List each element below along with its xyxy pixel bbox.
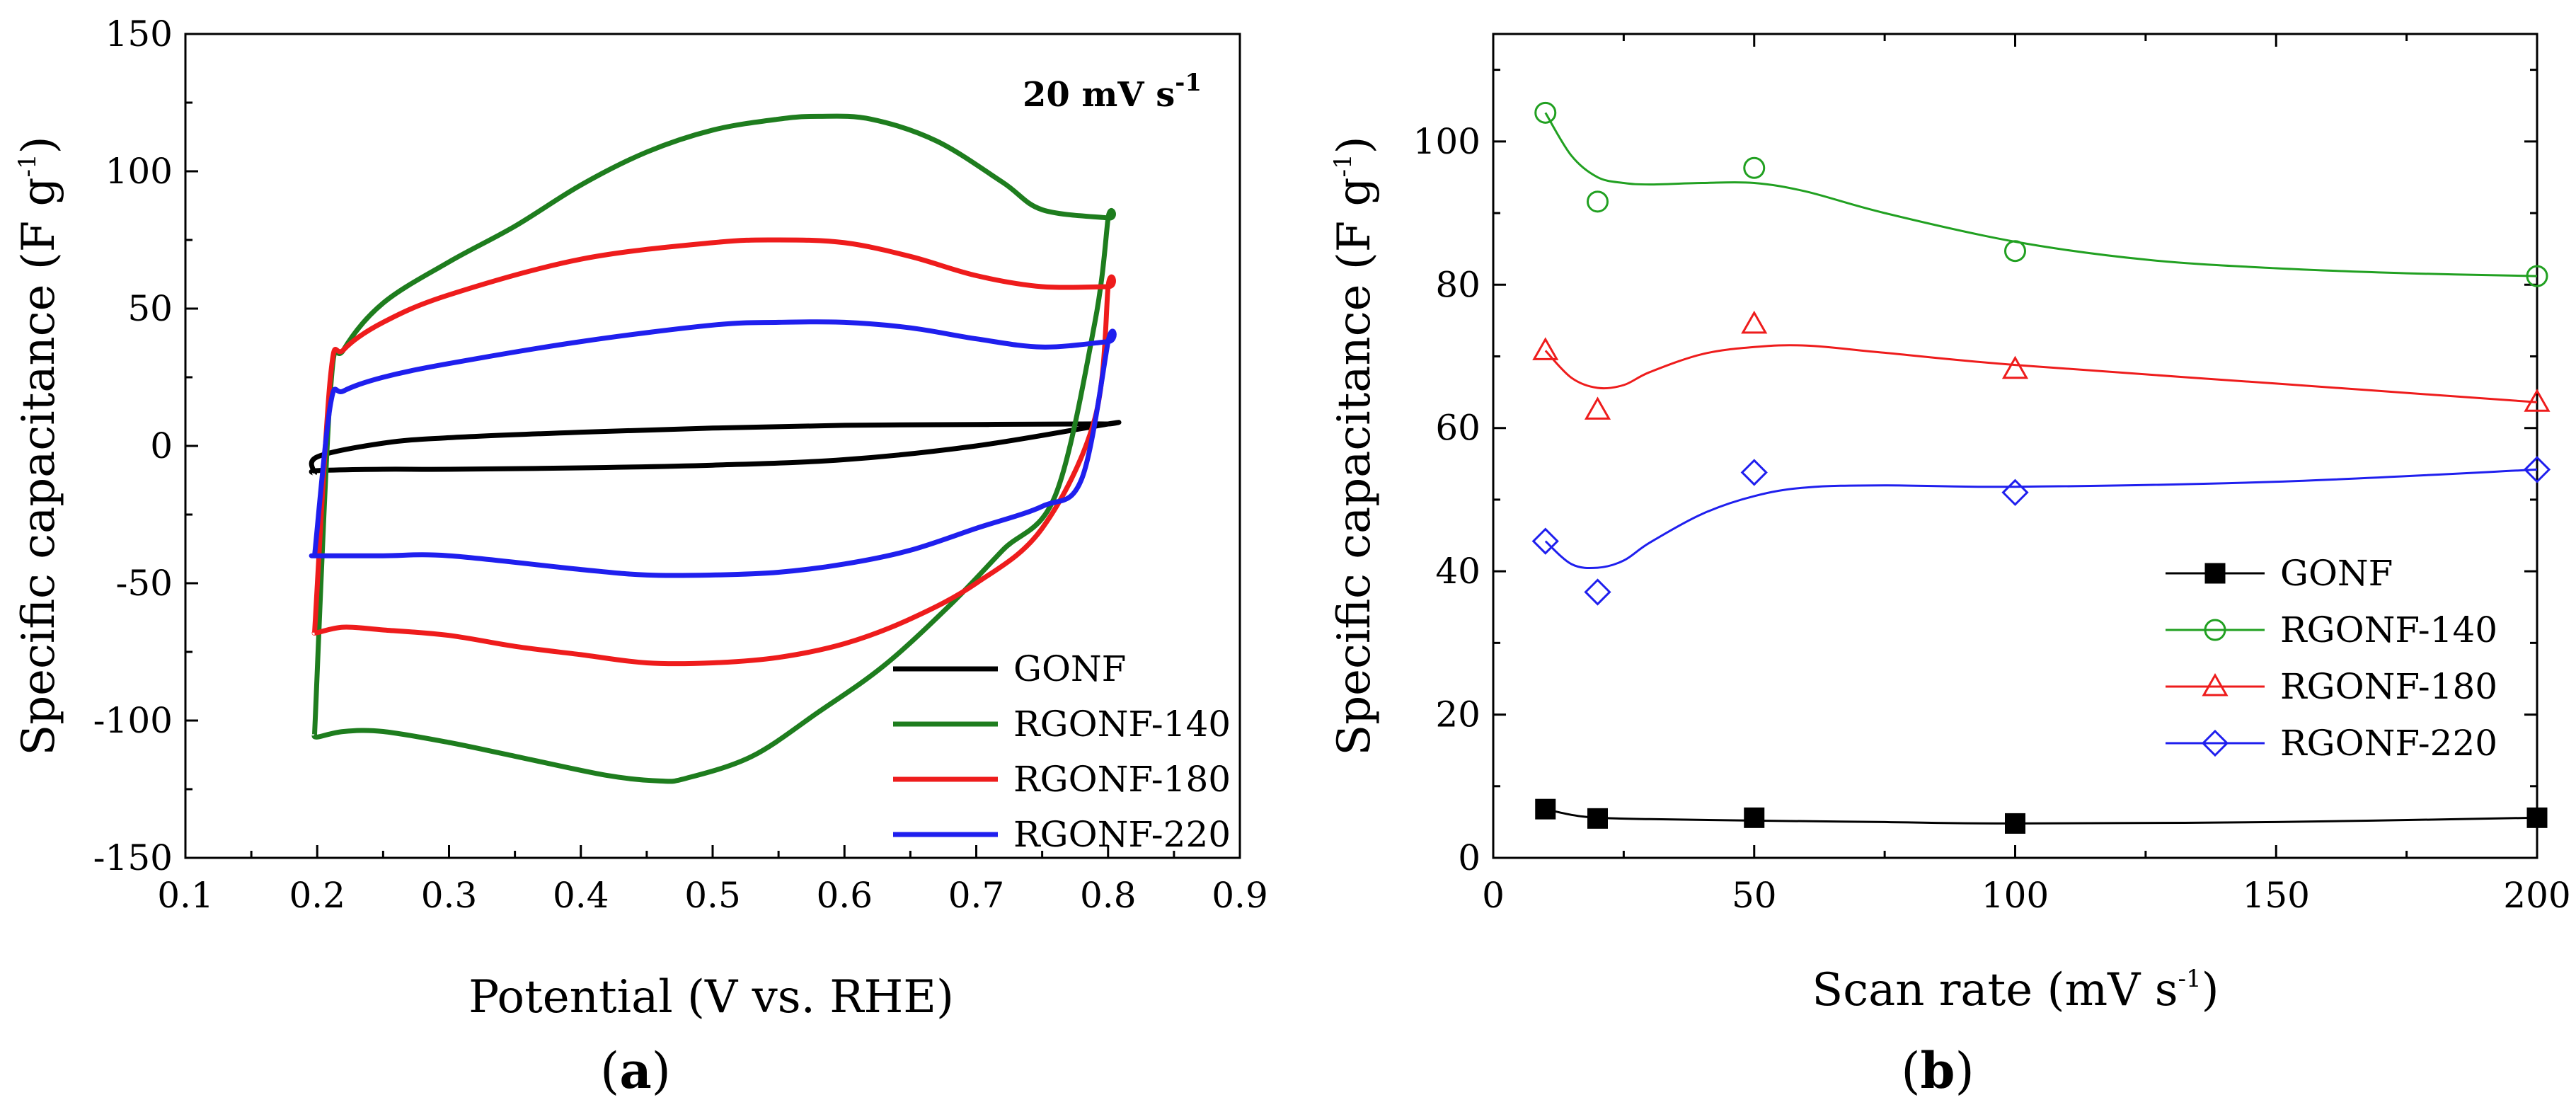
panel-b-legend-marker-gonf [2204, 563, 2226, 584]
panel-a-caption: (a) [600, 1041, 671, 1100]
panel-b-legend-marker-rgonf-220 [2201, 729, 2229, 757]
panel-b-point-rgonf-180 [1741, 310, 1768, 334]
panel-b-point-gonf [1744, 807, 1765, 828]
panel-a-x-tick-label: 0.4 [553, 875, 609, 916]
panel-b-point-gonf [1535, 798, 1556, 820]
panel-b-legend-label-gonf: GONF [2280, 553, 2393, 594]
panel-b-y-axis-label: Specific capacitance (F g-1) [1328, 136, 1381, 755]
panel-b-y-tick-label: 80 [1435, 264, 1480, 305]
panel-b-y-tick-label: 40 [1435, 551, 1480, 592]
panel-a-x-tick-label: 0.5 [684, 875, 741, 916]
panel-b-point-rgonf-180 [2001, 355, 2029, 379]
panel-b-x-tick-label: 100 [1982, 875, 2049, 916]
panel-a-series [309, 113, 1122, 784]
panel-a-legend-label-gonf: GONF [1013, 648, 1126, 689]
panel-a-y-tick-label: 150 [105, 13, 173, 55]
panel-b-x-axis-label: Scan rate (mV s-1) [1812, 964, 2219, 1016]
panel-b-point-gonf [2526, 807, 2548, 828]
panel-b-point-rgonf-140 [2526, 265, 2548, 287]
panel-b-point-rgonf-220 [2001, 478, 2029, 506]
panel-b-y-tick-label: 20 [1435, 694, 1480, 735]
panel-b-x-tick-label: 200 [2503, 875, 2570, 916]
panel-a-series-line-rgonf-140 [311, 113, 1116, 784]
panel-b-y-tick-label: 60 [1435, 408, 1480, 449]
panel-b-point-rgonf-140 [1534, 101, 1557, 124]
panel-a-x-axis-label: Potential (V vs. RHE) [468, 971, 954, 1023]
panel-a-y-tick-label: -100 [93, 700, 173, 741]
panel-b-x-tick-label: 150 [2243, 875, 2310, 916]
panel-b-fit-line-rgonf-220 [1544, 468, 2538, 570]
panel-b-x-tick-label: 50 [1732, 875, 1777, 916]
panel-b-y-tick-label: 100 [1413, 121, 1480, 162]
panel-b-point-rgonf-140 [1743, 156, 1766, 179]
panel-b-ticks: 0 50 100 150 200 0 20 40 60 80 100 [1413, 34, 2571, 916]
panel-a-x-tick-label: 0.6 [816, 875, 873, 916]
panel-b-legend-marker-rgonf-180 [2202, 672, 2229, 696]
panel-b-legend: GONF RGONF-140 RGONF-180 RGONF-220 [2166, 553, 2497, 764]
panel-b-point-rgonf-180 [1532, 337, 1559, 360]
panel-b-scan-rate-chart: 0 50 100 150 200 0 20 40 60 80 100 GONF RGONF-140 RG… [1328, 33, 2571, 1100]
panel-a-x-tick-label: 0.7 [948, 875, 1005, 916]
panel-b-fit-line-rgonf-140 [1544, 112, 2538, 277]
panel-a-y-axis-label: Specific capacitance (F g-1) [13, 136, 65, 755]
panel-a-legend-label-rgonf-220: RGONF-220 [1013, 814, 1231, 855]
panel-a-legend: GONF RGONF-140 RGONF-180 RGONF-220 [893, 648, 1231, 855]
panel-a-legend-label-rgonf-180: RGONF-180 [1013, 759, 1231, 800]
panel-b-point-rgonf-220 [1584, 578, 1611, 606]
panel-a-x-tick-label: 0.3 [421, 875, 478, 916]
panel-a-y-tick-label: 50 [127, 288, 173, 329]
panel-a-y-tick-label: -50 [115, 563, 173, 604]
panel-b-legend-label-rgonf-140: RGONF-140 [2280, 609, 2497, 650]
panel-b-point-rgonf-220 [1740, 459, 1768, 486]
panel-a-series-line-rgonf-220 [309, 319, 1117, 578]
panel-b-x-tick-label: 0 [1482, 875, 1505, 916]
panel-a-ticks: 0.1 0.2 0.3 0.4 0.5 0.6 0.7 0.8 0.9 -150 -100 -50 0 5… [93, 13, 1268, 916]
panel-b-point-rgonf-140 [1587, 190, 1609, 213]
panel-a-annotation: 20 mV s-1 [1023, 69, 1202, 115]
panel-b-legend-label-rgonf-180: RGONF-180 [2280, 666, 2497, 707]
panel-a-x-tick-label: 0.9 [1212, 875, 1268, 916]
panel-a-y-tick-label: 100 [105, 151, 173, 192]
panel-b-point-rgonf-140 [2004, 240, 2026, 263]
panel-a-y-tick-label: 0 [150, 425, 173, 466]
panel-b-point-rgonf-220 [1531, 527, 1559, 555]
panel-a-legend-label-rgonf-140: RGONF-140 [1013, 704, 1231, 745]
panel-b-point-gonf [2005, 813, 2025, 834]
panel-b-point-rgonf-180 [2524, 389, 2551, 412]
panel-b-caption: (b) [1901, 1041, 1974, 1100]
panel-a-series-line-rgonf-180 [311, 237, 1116, 667]
panel-b-legend-marker-rgonf-140 [2204, 619, 2226, 641]
panel-a-cyclic-voltammetry-chart: 0.1 0.2 0.3 0.4 0.5 0.6 0.7 0.8 0.9 -150 -100 -50 0 5… [13, 13, 1268, 1100]
panel-a-series-line-gonf [309, 420, 1122, 476]
panel-a-x-tick-label: 0.1 [157, 875, 214, 916]
panel-b-fit-line-gonf [1545, 808, 2538, 825]
panel-b-point-gonf [1587, 808, 1608, 829]
panel-b-fit-line-rgonf-180 [1544, 344, 2538, 403]
panel-a-y-tick-label: -150 [93, 837, 173, 878]
panel-b-series [1531, 101, 2551, 834]
panel-a-x-tick-label: 0.8 [1080, 875, 1137, 916]
panel-a-x-tick-label: 0.2 [289, 875, 345, 916]
panel-b-legend-label-rgonf-220: RGONF-220 [2280, 723, 2497, 764]
panel-b-point-rgonf-220 [2523, 456, 2551, 483]
panel-b-point-rgonf-180 [1584, 396, 1611, 420]
panel-b-y-tick-label: 0 [1458, 837, 1480, 878]
